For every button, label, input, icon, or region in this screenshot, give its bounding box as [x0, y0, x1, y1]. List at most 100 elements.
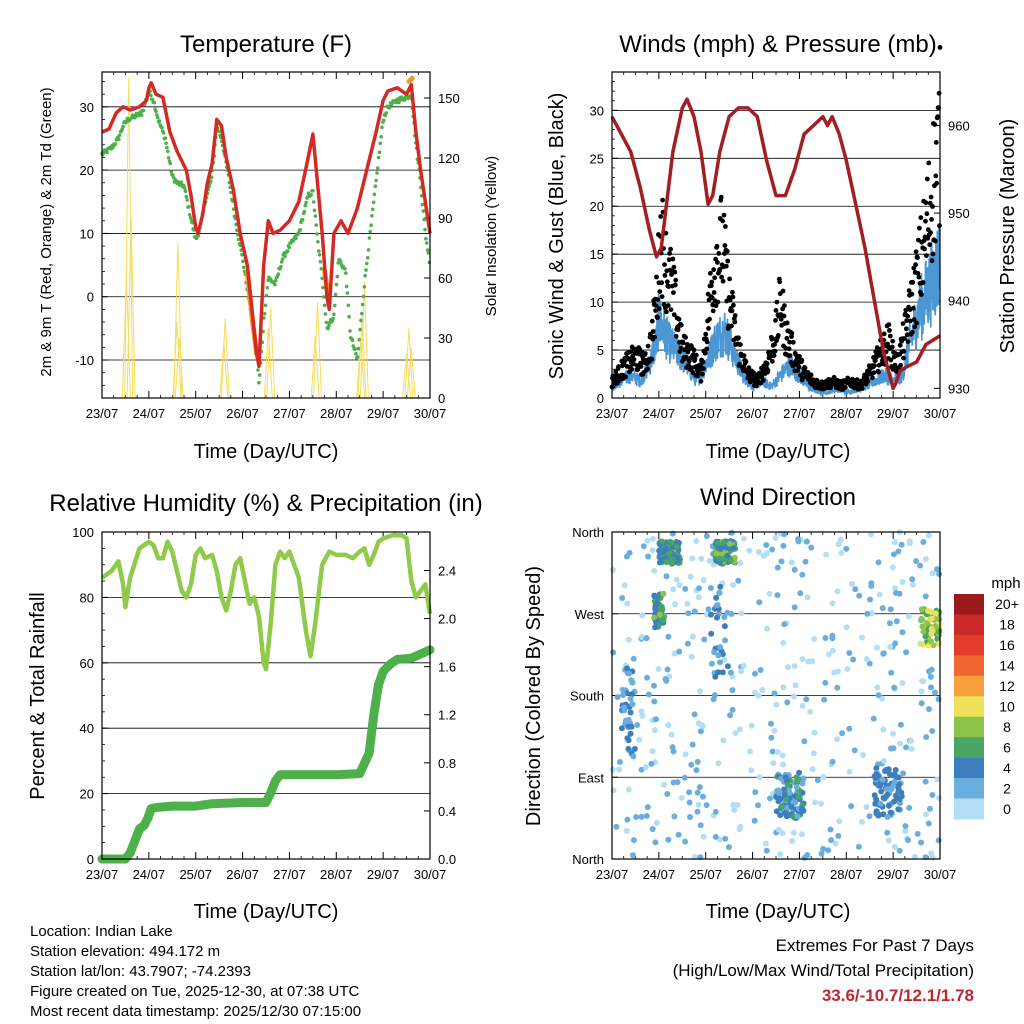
- gust-point: [887, 328, 892, 333]
- gust-point: [929, 217, 934, 222]
- wind-direction-point: [803, 538, 810, 545]
- wind-direction-point: [801, 738, 808, 745]
- gust-point: [691, 347, 697, 353]
- gust-point: [905, 313, 911, 319]
- gust-point: [720, 218, 725, 224]
- dewpoint-point: [314, 223, 319, 227]
- gust-point: [808, 372, 814, 378]
- wind-direction-point: [697, 822, 704, 829]
- solar-insolation-peak: [310, 335, 320, 399]
- colorbar-swatch: [954, 716, 984, 738]
- y2tick-label: 150: [438, 91, 460, 106]
- gust-point: [623, 374, 628, 380]
- wind-direction-point: [721, 656, 728, 663]
- wind-direction-point: [684, 640, 691, 647]
- dewpoint-point: [294, 236, 298, 240]
- wind-direction-point: [860, 752, 867, 758]
- wind-direction-point: [835, 541, 842, 548]
- dewpoint-point: [353, 347, 357, 352]
- wind-direction-point: [729, 687, 736, 694]
- dewpoint-point: [240, 252, 244, 257]
- dewpoint-point: [422, 217, 427, 222]
- wind-direction-point: [675, 831, 682, 838]
- wind-direction-point: [721, 614, 728, 621]
- gust-point: [890, 338, 896, 344]
- dewpoint-point: [424, 241, 429, 245]
- y2tick-label: 90: [438, 211, 452, 226]
- gust-point: [702, 350, 708, 356]
- wind-direction-point: [926, 706, 932, 713]
- dewpoint-point: [164, 141, 168, 146]
- wind-direction-xlabel: Time (Day/UTC): [706, 901, 851, 923]
- wind-direction-point: [671, 650, 678, 657]
- dewpoint-point: [371, 200, 376, 205]
- gust-point: [930, 251, 936, 257]
- wind-direction-point: [809, 766, 816, 773]
- ytick-label: North: [572, 852, 604, 867]
- gust-point: [665, 303, 671, 308]
- wind-direction-point: [776, 790, 782, 796]
- wind-direction-point: [919, 623, 926, 630]
- dewpoint-point: [257, 380, 261, 385]
- wind-direction-point: [906, 540, 913, 547]
- gust-point: [671, 312, 677, 318]
- dewpoint-point: [356, 346, 361, 351]
- wind-direction-point: [726, 844, 732, 851]
- wind-direction-panel: Wind Direction Time (Day/UTC) Direction …: [523, 484, 1021, 923]
- gust-point: [695, 371, 701, 377]
- wind-direction-point: [625, 636, 632, 643]
- wind-direction-point: [874, 684, 881, 691]
- wind-direction-point: [922, 556, 929, 562]
- gust-point: [723, 263, 729, 269]
- wind-direction-point: [665, 836, 672, 843]
- wind-direction-point: [707, 585, 714, 591]
- colorbar-swatch: [954, 798, 984, 820]
- wind-direction-point: [868, 580, 875, 587]
- gust-point: [908, 318, 913, 324]
- wind-direction-point: [724, 663, 731, 670]
- wind-direction-point: [864, 610, 871, 617]
- wind-direction-point: [835, 668, 842, 675]
- gust-point: [708, 283, 714, 289]
- gust-point: [708, 270, 713, 276]
- dewpoint-point: [331, 316, 335, 321]
- gust-point: [765, 368, 771, 373]
- gust-point: [912, 324, 918, 330]
- wind-direction-point: [715, 760, 722, 767]
- dewpoint-point: [105, 150, 109, 155]
- wind-direction-point: [748, 767, 755, 774]
- wind-direction-point: [810, 750, 817, 757]
- wind-direction-point: [918, 688, 925, 695]
- wind-direction-point: [799, 571, 806, 578]
- gust-point: [698, 378, 704, 384]
- ytick-label: 0: [597, 391, 604, 406]
- y2tick-label: 60: [438, 271, 452, 286]
- wind-direction-point: [698, 722, 705, 729]
- wind-direction-point: [812, 799, 819, 806]
- y2tick-label: 1.6: [438, 660, 456, 675]
- wind-direction-point: [796, 793, 803, 800]
- gust-point: [935, 114, 941, 120]
- wind-direction-point: [728, 529, 735, 536]
- temperature-xlabel: Time (Day/UTC): [194, 441, 339, 463]
- solar-insolation-peak: [404, 327, 414, 399]
- wind-direction-point: [695, 801, 702, 808]
- xtick-label: 24/07: [643, 867, 676, 882]
- xtick-label: 24/07: [643, 406, 676, 421]
- gust-point: [933, 173, 939, 179]
- wind-direction-point: [625, 737, 632, 744]
- gust-point: [927, 242, 933, 248]
- wind-direction-point: [752, 689, 759, 696]
- ytick-label: 20: [80, 787, 94, 802]
- solar-insolation-peak: [313, 301, 322, 399]
- gust-point: [900, 321, 906, 326]
- wind-direction-point: [706, 557, 713, 564]
- wind-direction-point: [928, 608, 934, 615]
- wind-direction-point: [928, 684, 934, 691]
- wind-direction-point: [893, 590, 900, 596]
- wind-direction-point: [919, 641, 926, 648]
- wind-direction-point: [694, 808, 701, 815]
- wind-direction-point: [730, 581, 737, 588]
- wind-direction-point: [868, 610, 875, 617]
- xtick-label: 24/07: [133, 867, 166, 882]
